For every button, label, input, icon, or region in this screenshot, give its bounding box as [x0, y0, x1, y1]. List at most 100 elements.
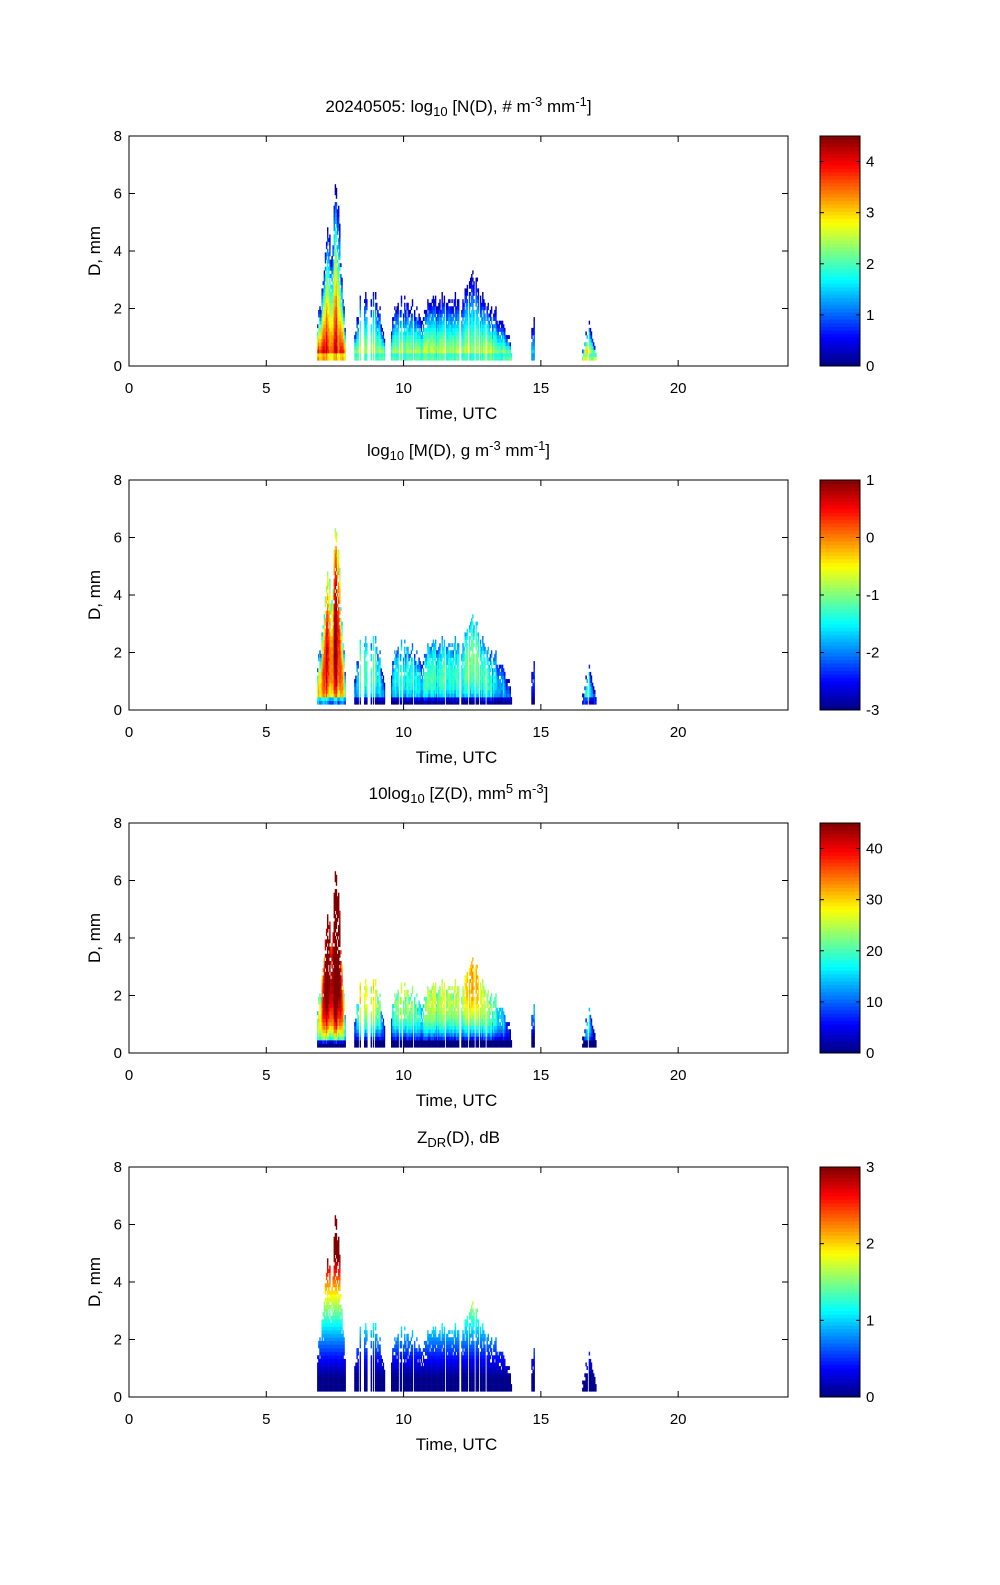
heatmap-cell	[335, 356, 338, 361]
heatmap-cell	[376, 671, 378, 676]
heatmap-cell	[427, 664, 429, 669]
heatmap-cell	[421, 338, 424, 343]
heatmap-cell	[472, 686, 474, 691]
heatmap-cell	[336, 324, 339, 329]
heatmap-cell	[366, 299, 368, 304]
heatmap-cell	[364, 653, 366, 658]
heatmap-cell	[366, 664, 368, 669]
heatmap-cell	[395, 661, 397, 665]
heatmap-cell	[452, 353, 454, 357]
heatmap-cell	[438, 302, 440, 307]
heatmap-cell	[359, 338, 361, 343]
heatmap-cell	[477, 356, 480, 361]
heatmap-cell	[332, 266, 334, 271]
heatmap-cell	[445, 693, 448, 698]
heatmap-cell	[500, 671, 503, 676]
heatmap-cell	[445, 700, 448, 705]
heatmap-cell	[439, 675, 441, 680]
heatmap-cell	[455, 682, 458, 687]
heatmap-cell	[441, 295, 443, 300]
heatmap-cell	[330, 679, 332, 683]
heatmap-cell	[419, 689, 421, 694]
heatmap-cell	[325, 353, 328, 357]
heatmap-cell	[416, 356, 418, 361]
heatmap-cell	[333, 596, 335, 601]
heatmap-cell	[433, 335, 436, 339]
heatmap-cell	[499, 664, 502, 669]
heatmap-cell	[433, 309, 436, 314]
heatmap-cell	[377, 657, 379, 662]
heatmap-cell	[437, 349, 439, 354]
heatmap-cell	[479, 693, 482, 698]
heatmap-cell	[501, 697, 504, 701]
heatmap-cell	[403, 349, 405, 354]
heatmap-cell	[483, 327, 485, 332]
heatmap-cell	[364, 349, 366, 354]
heatmap-cell	[431, 324, 433, 329]
heatmap-cell	[340, 643, 342, 648]
heatmap-cell	[343, 682, 345, 687]
heatmap-cell	[466, 313, 469, 318]
heatmap-cell	[427, 693, 429, 698]
heatmap-cell	[410, 689, 413, 694]
heatmap-cell	[443, 349, 446, 354]
heatmap-cell	[407, 345, 409, 350]
heatmap-cell	[454, 327, 457, 332]
heatmap-cell	[340, 324, 342, 329]
heatmap-cell	[359, 693, 361, 698]
heatmap-cell	[400, 295, 403, 300]
heatmap-cell	[448, 650, 450, 655]
heatmap-cell	[477, 700, 480, 705]
heatmap-cell	[392, 345, 394, 350]
heatmap-cell	[440, 675, 442, 680]
heatmap-cell	[443, 309, 446, 314]
heatmap-cell	[463, 668, 465, 673]
heatmap-cell	[477, 331, 480, 336]
heatmap-cell	[452, 331, 454, 336]
heatmap-cell	[318, 679, 320, 683]
heatmap-cell	[442, 353, 444, 357]
heatmap-cell	[395, 682, 397, 687]
heatmap-cell	[375, 295, 377, 300]
heatmap-cell	[453, 313, 455, 318]
heatmap-cell	[477, 671, 480, 676]
heatmap-cell	[334, 252, 337, 257]
heatmap-cell	[324, 636, 327, 640]
heatmap-cell	[427, 643, 429, 648]
heatmap-cell	[404, 295, 406, 300]
heatmap-cell	[366, 661, 368, 665]
heatmap-cell	[489, 345, 492, 350]
heatmap-cell	[364, 306, 366, 311]
heatmap-cell	[591, 342, 594, 347]
heatmap-cell	[332, 639, 334, 644]
heatmap-cell	[329, 582, 331, 586]
heatmap-cell	[533, 338, 535, 343]
heatmap-cell	[443, 697, 446, 701]
heatmap-cell	[321, 313, 323, 318]
heatmap-cell	[586, 335, 588, 339]
heatmap-cell	[317, 686, 319, 691]
heatmap-cell	[324, 345, 327, 350]
heatmap-cell	[364, 353, 366, 357]
heatmap-cell	[376, 356, 378, 361]
heatmap-cell	[327, 682, 329, 687]
heatmap-cell	[473, 675, 475, 680]
heatmap-cell	[322, 643, 324, 648]
heatmap-cell	[429, 349, 431, 354]
heatmap-cell	[431, 664, 433, 669]
heatmap-cell	[415, 693, 417, 698]
heatmap-cell	[404, 331, 406, 336]
heatmap-cell	[458, 309, 460, 314]
heatmap-cell	[359, 700, 361, 705]
heatmap-cell	[473, 331, 475, 336]
heatmap-cell	[498, 349, 500, 354]
heatmap-cell	[504, 353, 506, 357]
heatmap-cell	[465, 331, 467, 336]
heatmap-cell	[505, 686, 507, 691]
heatmap-cell	[324, 306, 327, 311]
heatmap-cell	[382, 331, 385, 336]
heatmap-cell	[357, 349, 359, 354]
heatmap-cell	[504, 675, 506, 680]
heatmap-cell	[354, 682, 356, 687]
heatmap-cell	[397, 671, 399, 676]
